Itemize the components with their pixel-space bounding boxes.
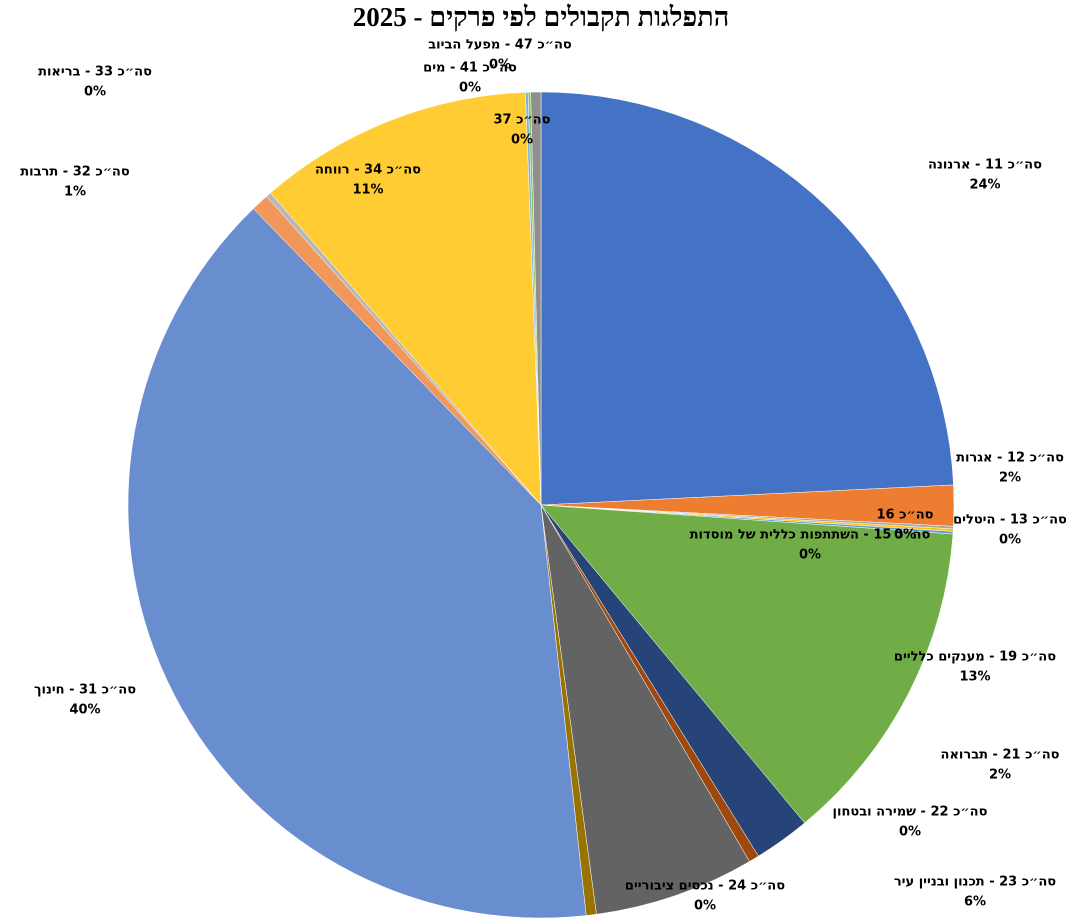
slice-label: סה״כ 12 - אגרות	[956, 451, 1064, 466]
slice-label: סה״כ 47 - מפעל הביוב	[428, 38, 572, 53]
slice-label: סה״כ 32 - תרבות	[20, 165, 130, 180]
slice-value-label: 1%	[64, 185, 86, 200]
slice-label: סה״כ 16	[877, 508, 934, 523]
slice-value-label: 40%	[69, 703, 100, 718]
slice-value-label: 0%	[999, 533, 1021, 548]
slice-label: סה״כ 15 - השתתפות כללית של מוסדות	[690, 528, 931, 543]
slice-label: סה״כ 31 - חינוך	[34, 683, 136, 698]
slice-value-label: 13%	[959, 670, 990, 685]
slice-value-label: 0%	[799, 548, 821, 563]
slice-value-label: 0%	[894, 528, 916, 543]
slice-label: סה״כ 33 - בריאות	[38, 65, 152, 80]
pie-slice	[270, 92, 542, 506]
slice-label: סה״כ 41 - מים	[423, 61, 517, 76]
slice-label: סה״כ 11 - ארנונה	[928, 158, 1042, 173]
slice-value-label: 0%	[511, 133, 533, 148]
pie-slice	[530, 91, 542, 506]
pie-slice	[127, 208, 587, 919]
slice-value-label: 2%	[989, 768, 1011, 783]
slice-label: סה״כ 22 - שמירה ובטחון	[833, 805, 988, 820]
slice-label: סה״כ 19 - מענקים כלליים	[894, 650, 1056, 665]
slice-label: סה״כ 13 - היטלים	[953, 513, 1067, 528]
slice-label: סה״כ 37	[494, 113, 551, 128]
slice-value-label: 24%	[969, 178, 1000, 193]
slice-value-label: 0%	[694, 899, 716, 914]
slice-value-label: 0%	[899, 825, 921, 840]
slice-value-label: 0%	[84, 85, 106, 100]
chart-title: התפלגות תקבולים לפי פרקים - 2025	[353, 2, 729, 32]
pie-slice	[540, 504, 750, 915]
slice-label: סה״כ 21 - תברואה	[941, 748, 1060, 763]
slice-value-label: 11%	[352, 183, 383, 198]
slice-value-label: 6%	[964, 895, 986, 910]
pie-slice	[540, 504, 954, 824]
slice-label: סה״כ 24 - נכסים ציבוריים	[625, 879, 785, 894]
slice-value-label: 2%	[999, 471, 1021, 486]
slice-label: סה״כ 23 - תכנון ובניין עיר	[894, 875, 1056, 890]
slice-value-label: 0%	[489, 58, 511, 73]
pie-slice	[540, 91, 954, 506]
slice-label: סה״כ 34 - רווחה	[315, 163, 421, 178]
slice-value-label: 0%	[459, 81, 481, 96]
